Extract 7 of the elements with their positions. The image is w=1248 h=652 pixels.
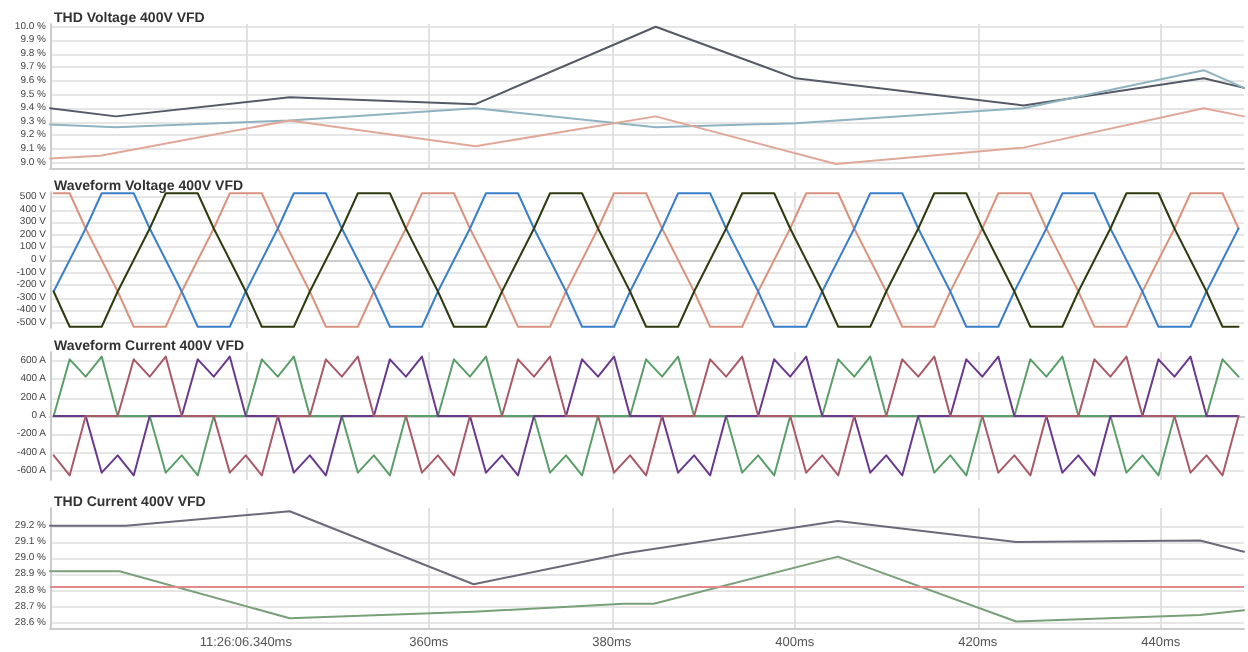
line-series <box>49 510 1245 586</box>
line-series <box>49 107 1245 165</box>
line-series <box>49 25 1245 118</box>
line-series <box>49 555 1245 623</box>
line-series <box>52 355 1240 477</box>
line-series <box>49 69 1245 129</box>
line-series <box>52 192 1240 328</box>
